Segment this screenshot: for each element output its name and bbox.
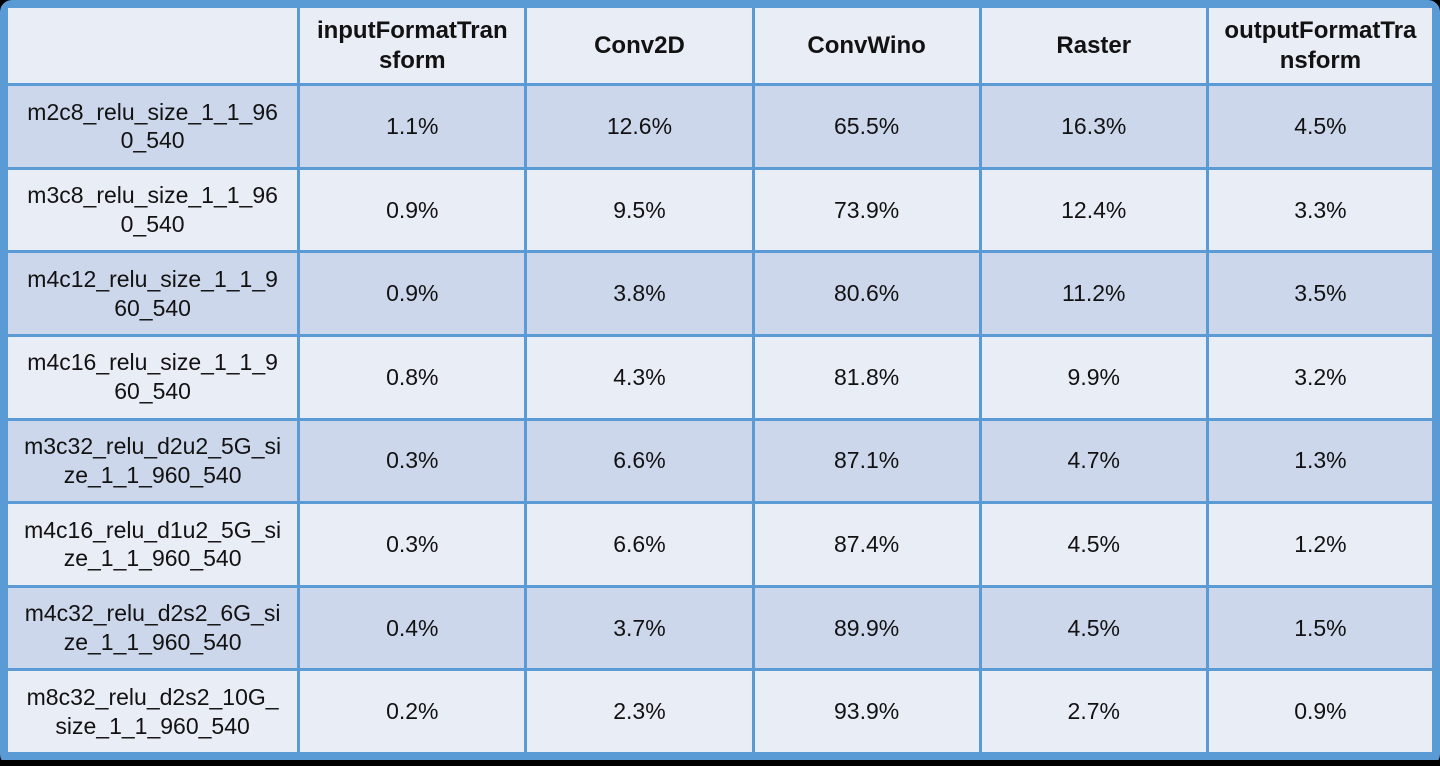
data-cell: 80.6% xyxy=(751,250,982,337)
data-cell: 0.9% xyxy=(1205,668,1436,755)
data-cell: 73.9% xyxy=(751,166,982,254)
data-cell: 87.4% xyxy=(751,501,982,588)
header-cell-outputformattransform: outputFormatTransform xyxy=(1205,5,1436,86)
data-cell: 81.8% xyxy=(751,333,982,421)
data-cell: 0.9% xyxy=(297,250,528,337)
data-cell: 0.2% xyxy=(297,668,528,755)
data-cell: 1.3% xyxy=(1205,417,1436,505)
row-label: m4c32_relu_d2s2_6G_size_1_1_960_540 xyxy=(4,584,301,672)
table-row: m4c16_relu_d1u2_5G_size_1_1_960_540 0.3%… xyxy=(4,501,1436,588)
data-cell: 2.7% xyxy=(978,668,1209,755)
data-cell: 6.6% xyxy=(524,501,755,588)
data-cell: 9.5% xyxy=(524,166,755,254)
header-cell-raster: Raster xyxy=(978,5,1209,86)
data-cell: 12.4% xyxy=(978,166,1209,254)
table-row: m8c32_relu_d2s2_10G_size_1_1_960_540 0.2… xyxy=(4,668,1436,755)
data-cell: 2.3% xyxy=(524,668,755,755)
data-cell: 65.5% xyxy=(751,83,982,170)
data-cell: 4.5% xyxy=(978,501,1209,588)
data-cell: 16.3% xyxy=(978,83,1209,170)
header-cell-inputformattransform: inputFormatTransform xyxy=(297,5,528,86)
layer-time-distribution-table: inputFormatTransform Conv2D ConvWino Ras… xyxy=(4,5,1436,755)
corner-header-cell xyxy=(4,5,301,86)
data-cell: 0.3% xyxy=(297,501,528,588)
table-row: m3c8_relu_size_1_1_960_540 0.9% 9.5% 73.… xyxy=(4,166,1436,254)
data-cell: 1.1% xyxy=(297,83,528,170)
data-cell: 4.5% xyxy=(1205,83,1436,170)
data-cell: 0.8% xyxy=(297,333,528,421)
table-row: m4c12_relu_size_1_1_960_540 0.9% 3.8% 80… xyxy=(4,250,1436,337)
data-cell: 4.7% xyxy=(978,417,1209,505)
row-label: m2c8_relu_size_1_1_960_540 xyxy=(4,83,301,170)
data-cell: 4.3% xyxy=(524,333,755,421)
data-cell: 0.9% xyxy=(297,166,528,254)
data-cell: 9.9% xyxy=(978,333,1209,421)
table-row: m4c32_relu_d2s2_6G_size_1_1_960_540 0.4%… xyxy=(4,584,1436,672)
row-label: m8c32_relu_d2s2_10G_size_1_1_960_540 xyxy=(4,668,301,755)
data-cell: 3.8% xyxy=(524,250,755,337)
table-row: m3c32_relu_d2u2_5G_size_1_1_960_540 0.3%… xyxy=(4,417,1436,505)
data-cell: 3.3% xyxy=(1205,166,1436,254)
data-cell: 4.5% xyxy=(978,584,1209,672)
data-cell: 3.2% xyxy=(1205,333,1436,421)
data-cell: 12.6% xyxy=(524,83,755,170)
data-cell: 11.2% xyxy=(978,250,1209,337)
data-cell: 0.4% xyxy=(297,584,528,672)
data-cell: 1.5% xyxy=(1205,584,1436,672)
row-label: m4c16_relu_d1u2_5G_size_1_1_960_540 xyxy=(4,501,301,588)
row-label: m4c12_relu_size_1_1_960_540 xyxy=(4,250,301,337)
header-cell-convwino: ConvWino xyxy=(751,5,982,86)
data-cell: 3.7% xyxy=(524,584,755,672)
data-cell: 1.2% xyxy=(1205,501,1436,588)
row-label: m3c32_relu_d2u2_5G_size_1_1_960_540 xyxy=(4,417,301,505)
header-cell-conv2d: Conv2D xyxy=(524,5,755,86)
row-label: m4c16_relu_size_1_1_960_540 xyxy=(4,333,301,421)
data-cell: 3.5% xyxy=(1205,250,1436,337)
data-cell: 89.9% xyxy=(751,584,982,672)
data-cell: 0.3% xyxy=(297,417,528,505)
data-cell: 93.9% xyxy=(751,668,982,755)
header-row: inputFormatTransform Conv2D ConvWino Ras… xyxy=(4,5,1436,86)
data-cell: 87.1% xyxy=(751,417,982,505)
data-cell: 6.6% xyxy=(524,417,755,505)
row-label: m3c8_relu_size_1_1_960_540 xyxy=(4,166,301,254)
table-row: m4c16_relu_size_1_1_960_540 0.8% 4.3% 81… xyxy=(4,333,1436,421)
table-row: m2c8_relu_size_1_1_960_540 1.1% 12.6% 65… xyxy=(4,83,1436,170)
